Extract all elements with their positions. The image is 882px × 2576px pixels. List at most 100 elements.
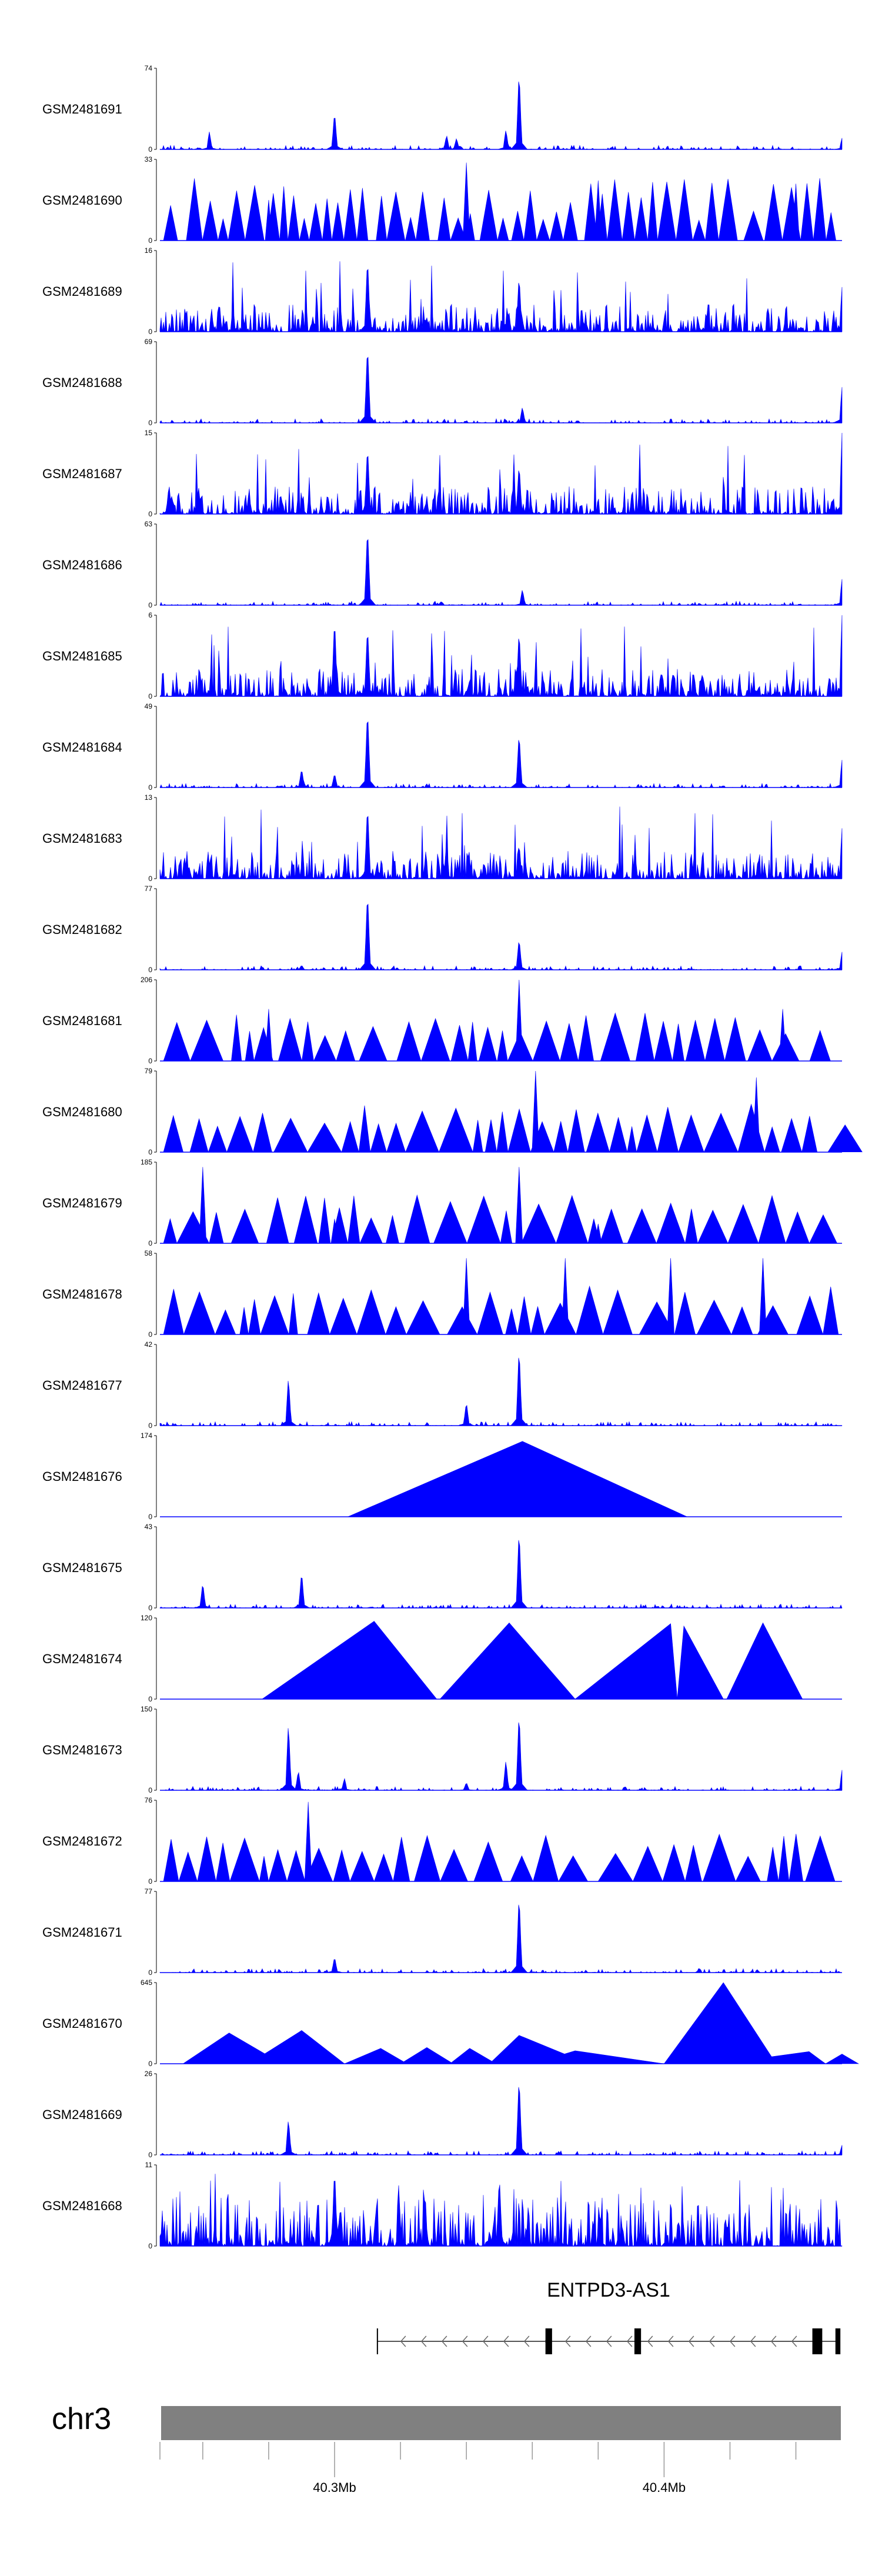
y-max-label: 74: [145, 64, 153, 72]
signal-area: [159, 539, 843, 606]
gene-region: ENTPD3-AS1: [376, 2279, 841, 2354]
strand-arrow: [729, 2335, 736, 2347]
track-GSM2481668: GSM2481668 11 0: [42, 2161, 843, 2250]
signal-area: [160, 1258, 842, 1336]
strand-arrow: [709, 2335, 715, 2347]
strand-arrow: [441, 2335, 447, 2347]
signal-area: [159, 432, 843, 515]
exon-block: [545, 2328, 552, 2354]
y-min-label: 0: [148, 783, 152, 792]
y-max-label: 185: [141, 1158, 152, 1166]
track-label: GSM2481671: [42, 1925, 122, 1940]
signal-area: [159, 356, 843, 423]
track-label: GSM2481678: [42, 1287, 122, 1302]
track-label: GSM2481690: [42, 193, 122, 208]
track-label: GSM2481681: [42, 1013, 122, 1028]
y-max-label: 43: [145, 1523, 153, 1531]
y-min-label: 0: [148, 510, 152, 518]
signal-area: [160, 1801, 842, 1883]
strand-arrow: [564, 2335, 571, 2347]
signal-area: [159, 81, 843, 150]
track-GSM2481675: GSM2481675 43 0: [42, 1523, 843, 1612]
genome-tick-label: 40.4Mb: [643, 2480, 686, 2495]
track-GSM2481689: GSM2481689 16 0: [42, 246, 843, 336]
data-tracks: GSM2481691740GSM2481690330GSM2481689160G…: [42, 64, 863, 2250]
track-label: GSM2481677: [42, 1378, 122, 1393]
y-max-label: 77: [145, 885, 153, 893]
signal-area: [182, 1982, 860, 2064]
y-min-label: 0: [148, 1057, 152, 1065]
y-min-label: 0: [148, 1513, 152, 1521]
track-label: GSM2481674: [42, 1651, 122, 1666]
y-max-label: 150: [141, 1705, 152, 1713]
genome-axis: 40.3Mb 40.4Mb: [159, 2442, 797, 2495]
y-min-label: 0: [148, 145, 152, 154]
gene-model: [376, 2328, 841, 2354]
track-label: GSM2481682: [42, 922, 122, 937]
strand-arrow: [791, 2335, 797, 2347]
y-max-label: 16: [145, 246, 153, 255]
track-GSM2481691: GSM2481691 74 0: [42, 64, 843, 154]
y-min-label: 0: [148, 1604, 152, 1612]
strand-arrow: [606, 2335, 612, 2347]
track-GSM2481685: GSM2481685 6 0: [42, 611, 843, 700]
track-label: GSM2481685: [42, 649, 122, 663]
strand-arrow: [523, 2335, 530, 2347]
strand-arrow: [462, 2335, 468, 2347]
y-max-label: 49: [145, 702, 153, 710]
track-GSM2481688: GSM2481688 69 0: [42, 338, 843, 427]
y-min-label: 0: [148, 966, 152, 974]
track-label: GSM2481670: [42, 2016, 122, 2031]
track-GSM2481680: GSM2481680 79 0: [42, 1067, 863, 1156]
y-min-label: 0: [148, 1422, 152, 1430]
signal-area: [160, 979, 842, 1062]
y-min-label: 0: [148, 1148, 152, 1156]
track-label: GSM2481683: [42, 831, 122, 846]
chromosome-label: chr3: [52, 2402, 111, 2436]
y-max-label: 58: [145, 1249, 153, 1257]
exon-block: [634, 2328, 642, 2354]
y-min-label: 0: [148, 2060, 152, 2068]
y-max-label: 206: [141, 976, 152, 984]
y-max-label: 13: [145, 793, 153, 802]
track-GSM2481678: GSM2481678 58 0: [42, 1249, 842, 1339]
signal-area: [159, 1357, 843, 1427]
strand-arrow: [400, 2335, 406, 2347]
track-GSM2481677: GSM2481677 42 0: [42, 1340, 843, 1430]
y-min-label: 0: [148, 692, 152, 700]
track-label: GSM2481672: [42, 1834, 122, 1848]
signal-area: [159, 261, 843, 333]
y-min-label: 0: [148, 1786, 152, 1794]
y-max-label: 6: [148, 611, 152, 619]
track-label: GSM2481688: [42, 375, 122, 390]
gene-name-label: ENTPD3-AS1: [547, 2279, 670, 2301]
y-max-label: 33: [145, 155, 153, 163]
y-min-label: 0: [148, 1695, 152, 1703]
strand-arrow: [750, 2335, 756, 2347]
strand-arrow: [420, 2335, 427, 2347]
y-min-label: 0: [148, 2151, 152, 2159]
y-min-label: 0: [148, 601, 152, 609]
track-label: GSM2481673: [42, 1743, 122, 1757]
y-min-label: 0: [148, 1968, 152, 1977]
track-label: GSM2481680: [42, 1105, 122, 1119]
y-max-label: 26: [145, 2070, 153, 2078]
y-max-label: 42: [145, 1340, 153, 1349]
strand-arrow: [585, 2335, 592, 2347]
track-GSM2481673: GSM2481673 150 0: [42, 1705, 843, 1794]
signal-area: [159, 1722, 843, 1791]
strand-arrow: [626, 2335, 633, 2347]
signal-area: [160, 1167, 842, 1244]
strand-arrow: [770, 2335, 777, 2347]
signal-area: [159, 903, 843, 970]
track-label: GSM2481676: [42, 1469, 122, 1484]
track-GSM2481683: GSM2481683 13 0: [42, 793, 843, 883]
track-label: GSM2481686: [42, 558, 122, 572]
y-min-label: 0: [148, 1239, 152, 1247]
signal-area: [261, 1621, 803, 1700]
signal-area: [348, 1441, 687, 1517]
genome-tick-label: 40.3Mb: [313, 2480, 356, 2495]
y-max-label: 15: [145, 429, 153, 437]
track-label: GSM2481679: [42, 1196, 122, 1210]
